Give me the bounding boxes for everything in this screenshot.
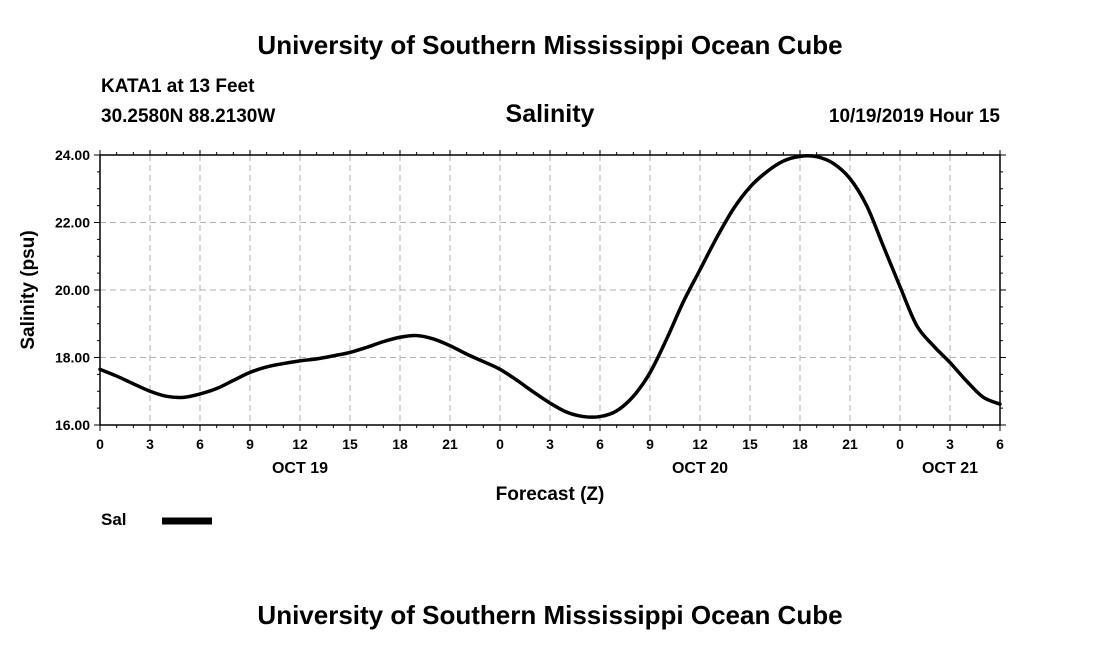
y-tick-label: 16.00 [55,417,90,433]
axis-ticks [94,150,1006,431]
x-axis-label: Forecast (Z) [496,484,605,505]
x-tick-label: 3 [146,436,154,452]
x-tick-label: 12 [292,436,308,452]
series-line-sal [98,154,1002,419]
x-tick-label: 9 [246,436,254,452]
top-title: University of Southern Mississippi Ocean… [257,30,843,60]
x-tick-label: 6 [996,436,1004,452]
x-tick-label: 18 [392,436,408,452]
legend-label: Sal [101,510,127,529]
date-label: OCT 19 [272,460,328,477]
x-tick-label: 21 [442,436,458,452]
y-tick-label: 22.00 [55,215,90,231]
location-label: 30.2580N 88.2130W [101,106,276,127]
x-tick-label: 12 [692,436,708,452]
date-label: OCT 21 [922,460,978,477]
x-tick-label: 18 [792,436,808,452]
date-label: OCT 20 [672,460,728,477]
datetime-label: 10/19/2019 Hour 15 [828,106,1000,127]
y-axis-label: Salinity (psu) [18,230,39,349]
x-tick-label: 3 [546,436,554,452]
bottom-title: University of Southern Mississippi Ocean… [257,600,843,630]
y-tick-label: 24.00 [55,147,90,163]
x-tick-label: 0 [496,436,504,452]
y-tick-label: 20.00 [55,282,90,298]
x-tick-label: 15 [742,436,758,452]
x-tick-label: 6 [596,436,604,452]
y-tick-label: 18.00 [55,350,90,366]
grid-lines [100,155,1000,425]
x-tick-label: 6 [196,436,204,452]
x-tick-label: 21 [842,436,858,452]
variable-title: Salinity [505,100,595,128]
x-tick-label: 15 [342,436,358,452]
x-tick-label: 0 [896,436,904,452]
x-tick-label: 9 [646,436,654,452]
x-tick-label: 3 [946,436,954,452]
axis-tick-labels: 0 3 6 9 12 15 18 21 0 3 6 9 12 15 18 21 0 3 6 16.00 18.00 20.… [55,147,1004,477]
x-tick-label: 0 [96,436,104,452]
station-label: KATA1 at 13 Feet [101,76,255,97]
